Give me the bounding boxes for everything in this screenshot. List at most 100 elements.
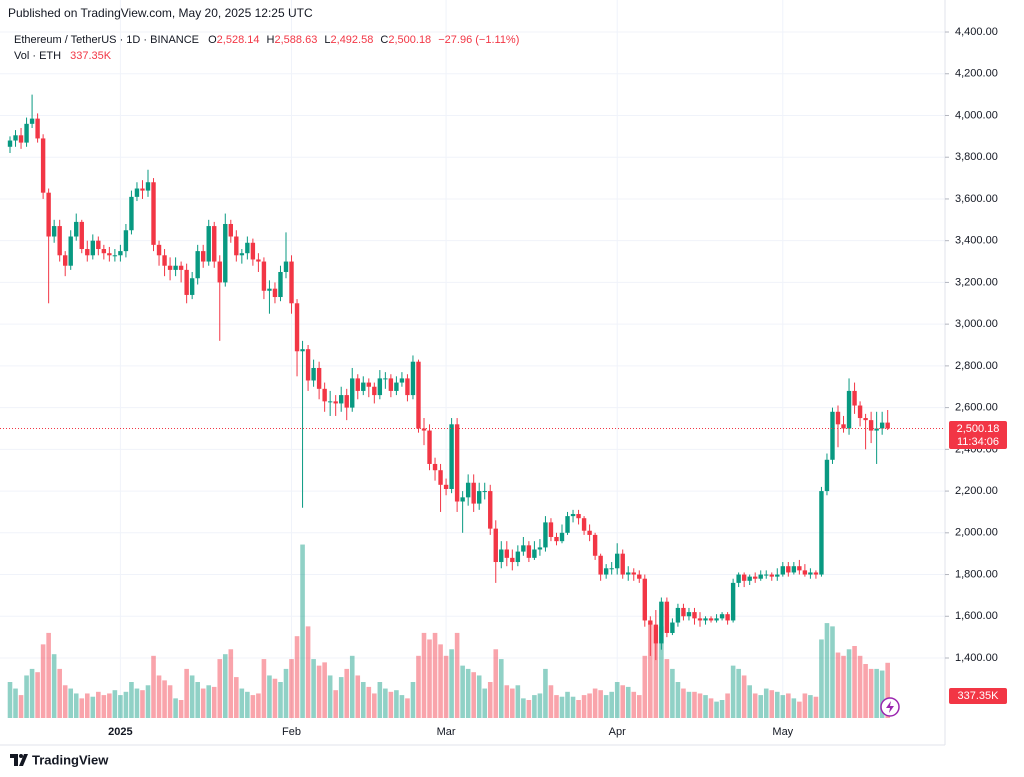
volume-bar [747,685,752,718]
candle-body [510,557,515,563]
candle-body [427,430,432,464]
candle-body [835,411,841,425]
candle-body [725,614,730,621]
candle-body [167,265,173,270]
volume-bar [250,695,256,718]
candle-body [482,491,487,493]
candle-body [626,572,631,575]
candle-body [366,382,371,387]
candle-body [140,188,145,191]
candle-body [234,236,239,256]
candle-body [537,547,543,550]
x-tick-label: May [772,726,793,738]
y-tick-label: 3,800.00 [955,151,998,163]
y-tick-label: 3,200.00 [955,276,998,288]
volume-bar [460,665,465,718]
candle-body [813,572,819,575]
volume-bar [222,654,228,718]
open-letter: O [208,34,217,46]
candle-body [239,253,245,256]
y-tick-label: 4,200.00 [955,68,998,80]
candle-body [730,582,736,621]
volume-bar [465,668,471,718]
close-letter: C [380,34,388,46]
volume-bar [134,688,140,718]
candle-body [13,135,18,141]
candle-body [74,221,79,237]
volume-bar [427,639,432,718]
volume-bar [852,646,857,718]
candle-body [46,192,51,237]
volume-bar [195,682,200,718]
candle-body [438,470,443,485]
candle-body [609,568,614,570]
candle-body [228,223,233,237]
countdown: 11:34:06 [957,436,999,448]
volume-layer [7,544,890,718]
candle-body [559,532,565,542]
y-tick-label: 4,400.00 [955,26,998,38]
candle-body [664,601,670,633]
candle-body [714,618,719,621]
volume-bar [636,695,642,718]
candle-body [846,390,852,429]
candle-body [184,269,189,295]
volume-bar [383,688,388,718]
candle-body [85,249,90,256]
volume-bar [808,695,813,718]
volume-bar [857,655,863,718]
y-tick-label: 1,800.00 [955,568,998,580]
candle-body [372,386,377,396]
volume-bar [521,698,526,718]
volume-bar [62,685,68,718]
candle-body [703,618,708,621]
volume-bar [294,636,300,718]
volume-bar [123,691,129,718]
candle-body [416,361,421,429]
volume-bar [565,691,570,718]
volume-bar [29,668,35,718]
candle-body [786,566,791,573]
alert-bolt [886,701,894,713]
candle-body [421,428,427,431]
candle-body [29,118,35,124]
low-letter: L [324,34,330,46]
brand-name: TradingView [32,752,109,767]
x-tick-label: Feb [282,726,301,738]
volume-bar [211,686,217,718]
volume-bar [272,678,278,718]
volume-bar [587,693,592,718]
candle-body [123,230,129,252]
alert-icon[interactable] [880,697,900,717]
volume-bar [261,659,267,718]
volume-bar [758,695,764,718]
y-tick-label: 1,400.00 [955,652,998,664]
candle-body [460,497,465,502]
volume-bar [670,668,675,718]
candle-body [764,574,769,576]
volume-bar [162,680,167,718]
volume-bar [664,659,670,718]
volume-bar [769,690,775,718]
volume-bar [725,693,730,718]
candle-body [642,578,647,621]
volume-bar [410,682,416,718]
volume-bar [824,623,830,718]
candle-body [405,378,410,396]
candle-layer [0,94,945,661]
candle-body [322,388,327,402]
close-value: 2,500.18 [388,34,431,46]
volume-bar [554,695,559,718]
candle-body [603,568,609,575]
volume-bar [482,688,488,718]
volume-bar [51,654,57,718]
volume-bar [813,696,819,718]
y-tick-label: 3,400.00 [955,235,998,247]
volume-bar [349,655,355,718]
candle-body [344,395,349,408]
change: −27.96 (−1.11%) [438,34,519,46]
volume-bar [476,675,482,718]
volume-bar [537,693,543,718]
candle-body [791,566,797,573]
published-note: Published on TradingView.com, May 20, 20… [8,6,313,20]
